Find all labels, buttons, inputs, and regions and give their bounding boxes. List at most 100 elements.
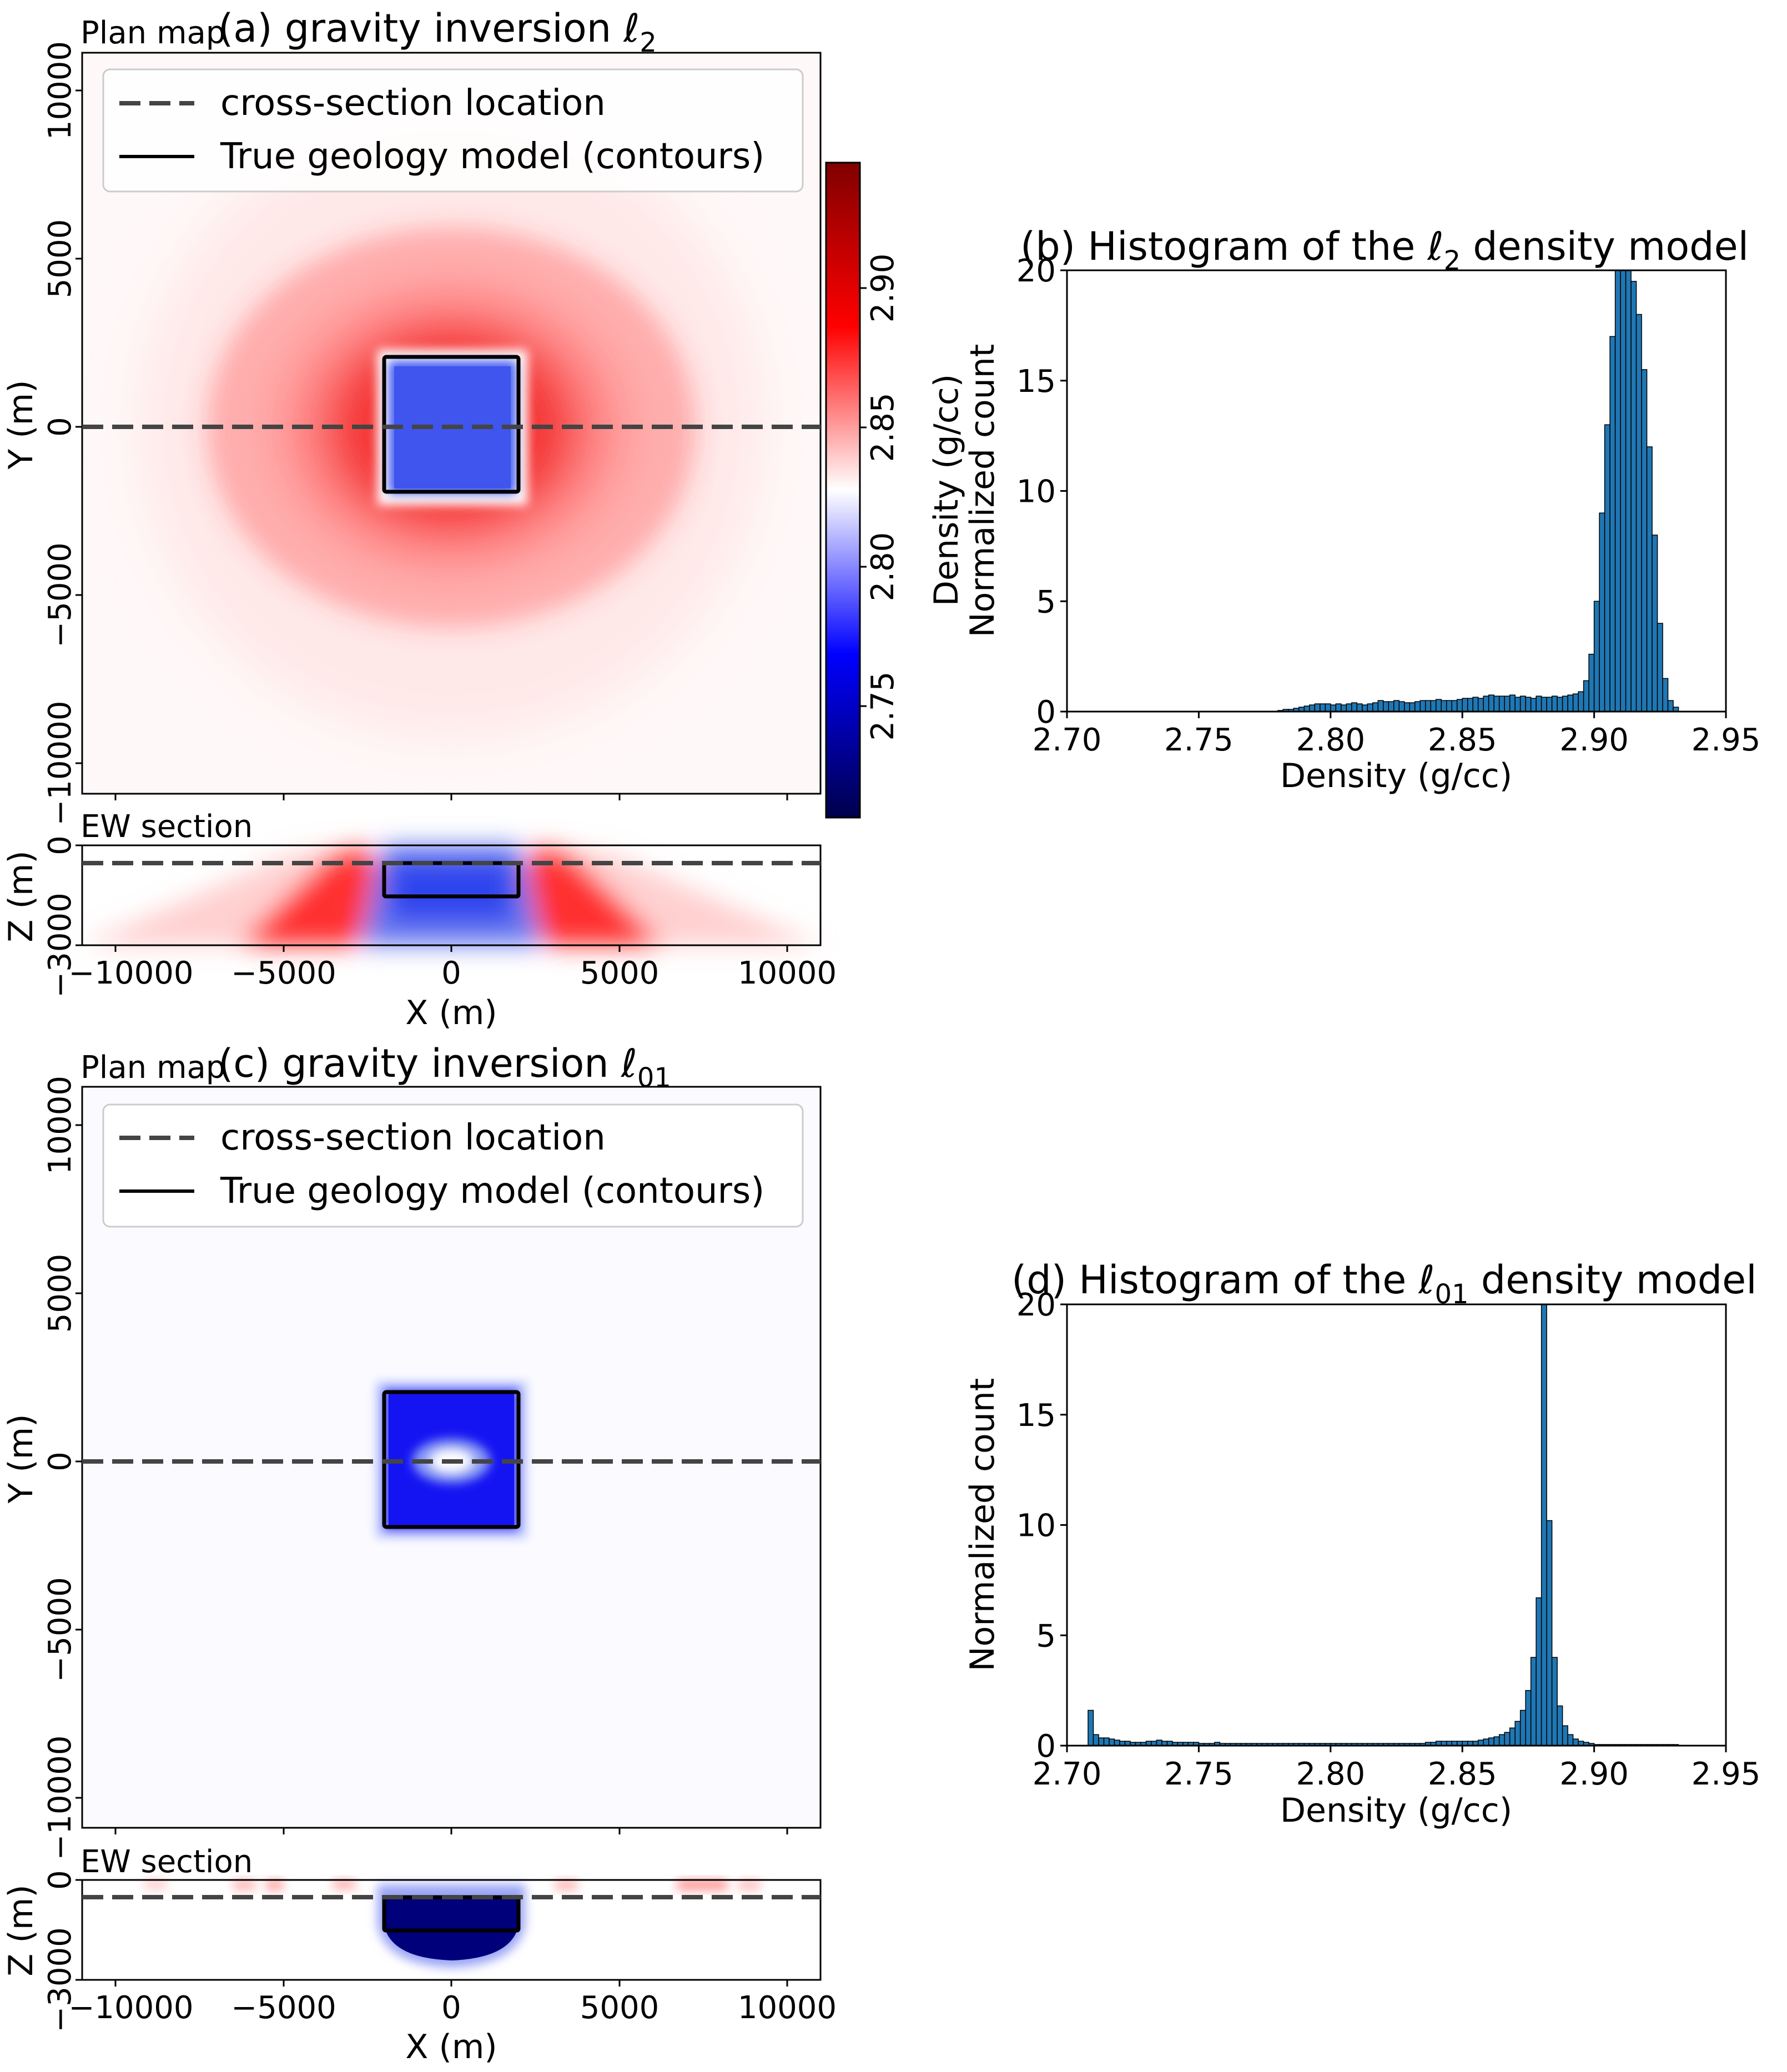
svg-text:10000: 10000 [42,41,78,140]
panel-d-ytick-label: 20 [1016,1287,1056,1323]
panel-d-bar [1572,1738,1579,1746]
panel-b-bar [1646,446,1653,712]
svg-text:−10000: −10000 [42,700,78,825]
svg-text:−10000: −10000 [68,1990,193,2026]
panel-b-bar [1583,680,1589,712]
panel-b-bar [1403,702,1410,712]
panel-c-section-zlabel: Z (m) [2,1884,41,1976]
panel-d-bar [1098,1737,1105,1746]
panel-d-bar [1504,1732,1511,1746]
panel-b-bar [1588,653,1595,712]
panel-b-bar [1372,702,1379,712]
panel-b-bar [1562,695,1568,712]
svg-text:10000: 10000 [42,1076,78,1174]
panel-d-xtick-label: 2.70 [1033,1756,1102,1792]
panel-b-bar [1641,369,1648,712]
panel-b-bar [1356,703,1363,712]
panel-d-bar [1509,1727,1516,1746]
panel-d-bar [1483,1738,1489,1746]
panel-d-title: (d) Histogram of the ℓ01 density model [1011,1257,1757,1310]
colorbar: 2.75 2.80 2.85 2.90 Density (g/cc) [825,162,966,819]
svg-text:−5000: −5000 [42,1577,78,1682]
panel-b-xtick-label: 2.90 [1559,722,1629,758]
panel-b-ytick-label: 0 [1036,694,1056,730]
panel-b-bar [1388,701,1395,712]
svg-text:−5000: −5000 [231,1990,336,2026]
panel-d-ticks: 2.70 2.75 2.80 2.85 2.90 2.95 0 5 10 15 20 [1016,1287,1761,1792]
panel-b-bar [1424,700,1431,712]
panel-c-section-xticks: −10000 −5000 0 5000 10000 [68,1980,837,2026]
svg-text:−10000: −10000 [68,955,193,991]
panel-b-bar [1435,699,1442,712]
panel-c-section-speckles [144,1880,761,1890]
panel-b-bar [1525,697,1532,712]
svg-text:−5000: −5000 [42,542,78,647]
panel-b-bar [1367,703,1373,712]
panel-d-ylabel: Normalized count [963,1378,1002,1672]
panel-d-xtick-label: 2.75 [1164,1756,1234,1792]
panel-d-bar [1551,1657,1558,1746]
colorbar-tick-label: 2.85 [865,393,901,462]
panel-b-bar [1599,512,1605,712]
panel-b-bar [1462,698,1468,712]
svg-text:10000: 10000 [738,955,837,991]
panel-d-xtick-label: 2.85 [1428,1756,1497,1792]
panel-d-ytick-label: 0 [1036,1728,1056,1765]
svg-text:0: 0 [42,1451,78,1471]
colorbar-gradient [825,162,861,819]
panel-c-legend-solid-label: True geology model (contours) [220,1171,764,1212]
panel-a-plan-true-model-contour [382,355,521,494]
panel-d-bar [1093,1734,1099,1746]
panel-b-bar [1657,623,1663,712]
panel-b-bar [1325,703,1331,712]
panel-d-bar [1562,1725,1568,1746]
panel-b-bar [1609,336,1616,712]
panel-b-bar [1472,697,1479,712]
panel-c-legend: cross-section location True geology mode… [102,1103,804,1228]
panel-d-bar [1488,1737,1494,1746]
panel-b-bar [1414,701,1421,712]
svg-text:5000: 5000 [580,1990,660,2026]
panel-b-bar [1456,699,1463,712]
panel-d-hist: (d) Histogram of the ℓ01 density model 2… [963,1257,1760,1830]
panel-b-bar [1630,281,1637,712]
panel-b-bar [1493,695,1500,712]
panel-b-bar [1620,270,1627,712]
panel-d-bar [1525,1690,1532,1746]
panel-c-title: (c) gravity inversion ℓ01 [218,1041,671,1093]
panel-b-bar [1488,694,1494,712]
panel-b-title: (b) Histogram of the ℓ2 density model [1020,224,1749,276]
panel-b-bar [1451,700,1458,712]
panel-b-bar [1483,695,1489,712]
colorbar-tick-label: 2.80 [865,532,901,602]
panel-b-ticks: 2.70 2.75 2.80 2.85 2.90 2.95 0 5 10 15 20 [1016,253,1761,758]
panel-d-bar [1541,1304,1547,1746]
panel-b-xtick-label: 2.80 [1296,722,1365,758]
panel-c-section-zticks: 0 −3000 [42,1870,82,2033]
panel-b-bar [1314,703,1321,712]
panel-d-bar [1088,1710,1094,1746]
panel-b-ytick-label: 5 [1036,584,1056,620]
svg-text:5000: 5000 [42,1254,78,1333]
panel-a-title: (a) gravity inversion ℓ2 [218,6,657,58]
panel-b-bar [1419,700,1426,712]
panel-b-bar [1530,698,1537,712]
svg-text:0: 0 [42,1870,78,1890]
panel-b-bar [1446,700,1452,712]
panel-b-bar [1398,701,1405,712]
panel-b-bar [1652,535,1658,712]
svg-text:−5000: −5000 [231,955,336,991]
panel-b-bar [1593,601,1600,712]
panel-b-xtick-label: 2.85 [1428,722,1497,758]
colorbar-tick-label: 2.90 [865,254,901,323]
panel-a-legend: cross-section location True geology mode… [102,68,804,193]
panel-b-bar [1330,704,1337,712]
panel-b-bar [1309,704,1316,712]
panel-c-plan-yticks: 10000 5000 0 −5000 −10000 [42,1076,788,1861]
panel-b-bar [1614,270,1621,712]
panel-b-bar [1467,698,1473,712]
panel-b-bar [1667,700,1674,712]
panel-b-bar [1514,697,1521,712]
panel-a-section-xticks: −10000 −5000 0 5000 10000 [68,945,837,991]
panel-c-section-xlabel: X (m) [405,2028,497,2066]
